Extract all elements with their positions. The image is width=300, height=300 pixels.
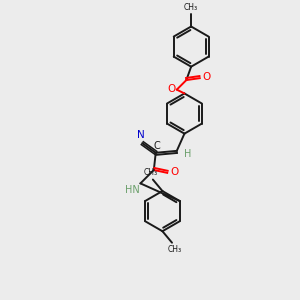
Text: C: C — [153, 141, 160, 151]
Text: O: O — [202, 72, 211, 82]
Text: HN: HN — [125, 185, 140, 195]
Text: N: N — [136, 130, 144, 140]
Text: O: O — [170, 167, 178, 177]
Text: O: O — [168, 84, 176, 94]
Text: H: H — [184, 149, 192, 159]
Text: CH₃: CH₃ — [144, 168, 158, 177]
Text: CH₃: CH₃ — [168, 244, 182, 253]
Text: CH₃: CH₃ — [184, 3, 198, 12]
